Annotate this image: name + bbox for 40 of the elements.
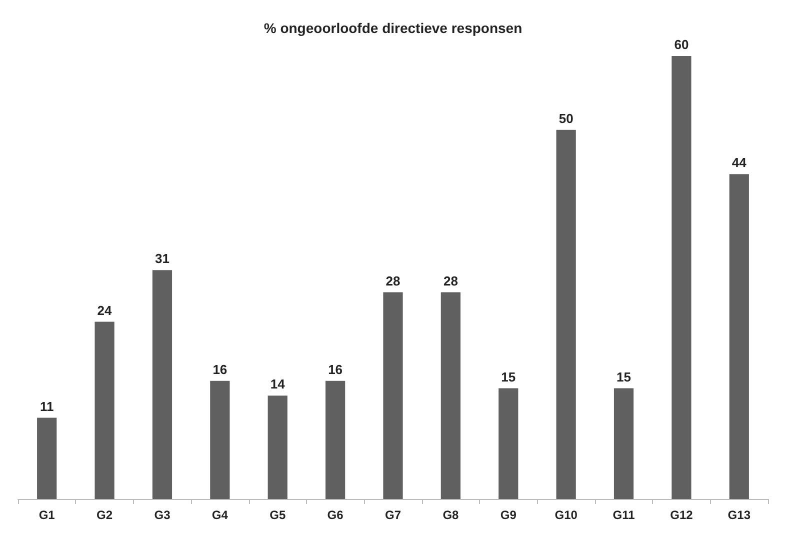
data-label: 44 — [732, 155, 748, 170]
data-label: 15 — [501, 369, 516, 384]
data-label: 11 — [40, 398, 54, 414]
bar — [614, 388, 634, 499]
bar — [498, 388, 518, 499]
data-label: 24 — [97, 302, 113, 318]
x-tick-label: G3 — [154, 508, 171, 522]
data-label: 15 — [616, 369, 632, 384]
bar — [383, 292, 403, 499]
x-tick-label: G5 — [270, 508, 286, 522]
data-label: 28 — [443, 273, 458, 288]
bar — [94, 322, 114, 499]
x-tick-label: G13 — [728, 508, 751, 522]
x-tick-label: G4 — [212, 508, 228, 522]
bar — [326, 380, 346, 499]
data-label: 14 — [270, 376, 286, 392]
bar — [152, 270, 172, 499]
data-label: 16 — [212, 362, 228, 377]
x-tick-label: G1 — [38, 508, 56, 522]
x-tick-label: G8 — [442, 508, 460, 522]
x-tick-label: G11 — [612, 508, 636, 522]
bar — [729, 174, 749, 499]
bar — [440, 292, 460, 499]
bar — [210, 380, 230, 499]
x-tick-label: G6 — [327, 508, 344, 522]
data-label: 28 — [386, 273, 400, 288]
bar — [268, 396, 288, 499]
x-tick-label: G10 — [554, 508, 578, 522]
bar — [672, 56, 692, 499]
x-tick-label: G2 — [96, 508, 113, 522]
data-label: 16 — [328, 362, 343, 377]
bar — [556, 130, 576, 499]
bar — [37, 418, 57, 499]
chart-title: % ongeoorloofde directieve responsen — [264, 20, 522, 36]
x-tick-label: G7 — [384, 508, 402, 522]
data-label: 50 — [558, 110, 574, 126]
x-tick-label: G12 — [670, 508, 694, 522]
data-label: 31 — [154, 251, 170, 266]
data-label: 60 — [674, 37, 689, 52]
x-tick-label: G9 — [500, 508, 517, 522]
